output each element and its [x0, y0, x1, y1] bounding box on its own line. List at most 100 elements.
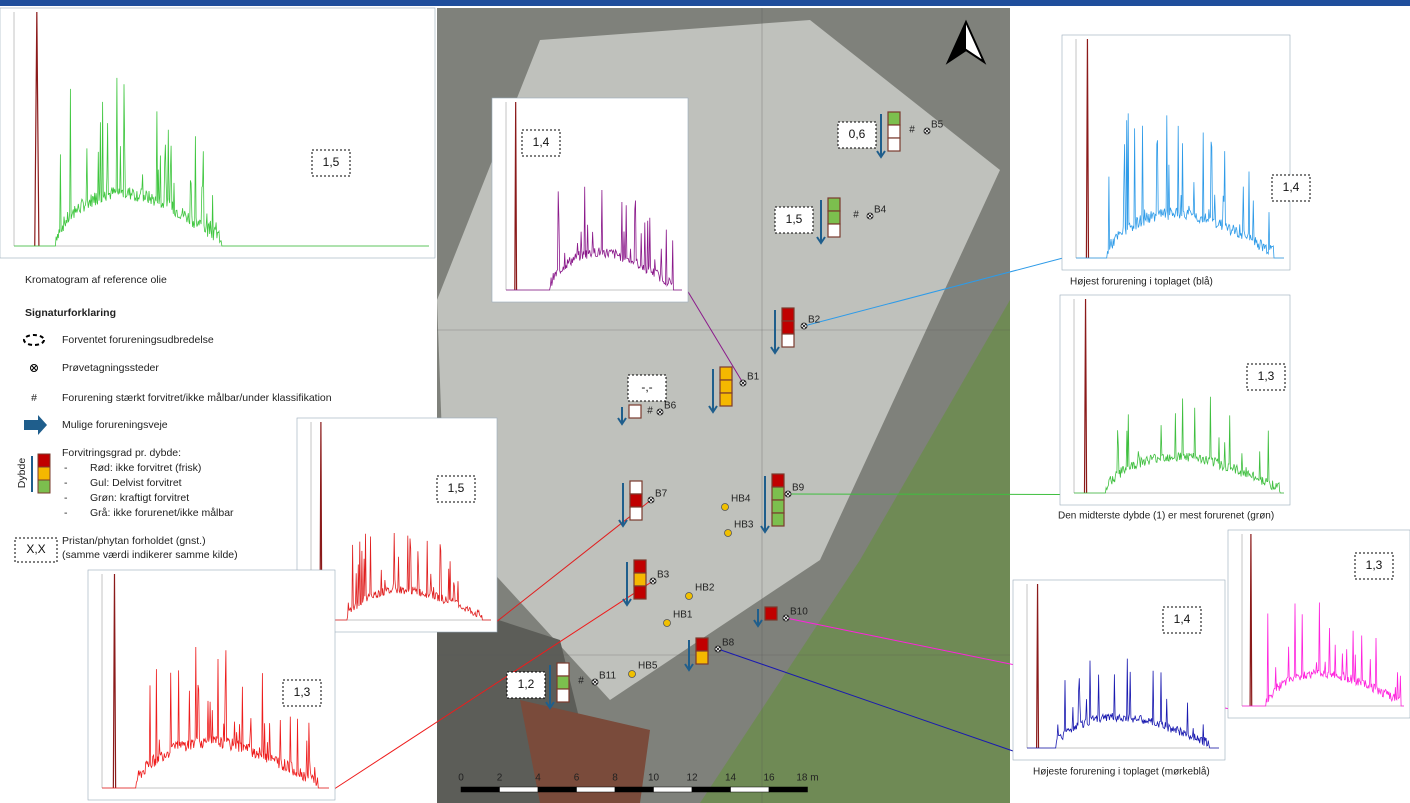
sample-point [801, 323, 807, 329]
scale-segment [769, 787, 808, 792]
depth-layer [634, 573, 646, 586]
reference-caption: Kromatogram af reference olie [25, 274, 167, 286]
scale-label: 6 [574, 773, 580, 784]
ratio-value: 1,4 [1174, 612, 1191, 626]
probe-symbol [686, 593, 693, 600]
depth-layer [720, 380, 732, 393]
scale-segment [461, 787, 500, 792]
sample-point [785, 491, 791, 497]
legend-bullet: - [64, 462, 68, 474]
sample-point [715, 646, 721, 652]
scale-segment [500, 787, 539, 792]
leader-line [788, 494, 1060, 495]
scale-segment [654, 787, 693, 792]
scale-segment [615, 787, 654, 792]
scale-label: 14 [725, 773, 737, 784]
depth-layer [630, 494, 642, 507]
probe-symbol [629, 671, 636, 678]
legend-ratio-text: Pristan/phytan forholdet (gnst.) [62, 535, 206, 547]
scale-segment [692, 787, 731, 792]
sample-label: B10 [790, 607, 808, 618]
legend-depth-item: Grøn: kraftigt forvitret [90, 492, 189, 504]
scale-segment [538, 787, 577, 792]
scale-label: 8 [612, 773, 618, 784]
scale-segment [577, 787, 616, 792]
legend-hash: # [31, 392, 37, 404]
probe-label: HB2 [695, 583, 715, 594]
sample-label: B7 [655, 489, 668, 500]
depth-layer [557, 689, 569, 702]
sample-point [867, 213, 873, 219]
hash-mark: # [578, 676, 584, 687]
chromatogram-panel [0, 8, 435, 258]
legend-depth-item: Rød: ikke forvitret (frisk) [90, 462, 201, 474]
chromatogram-caption: Højeste forurening i toplaget (mørkeblå) [1033, 766, 1210, 778]
depth-layer [765, 607, 777, 620]
legend-bullet: - [64, 492, 68, 504]
scale-label: 12 [686, 773, 698, 784]
depth-layer [557, 676, 569, 689]
chromatogram-caption: Den midterste dybde (1) er mest forurene… [1058, 511, 1274, 522]
ratio-value: 1,3 [1258, 369, 1275, 383]
legend-depth-item: Grå: ikke forurenet/ikke målbar [90, 507, 234, 519]
legend-item: Prøvetagningssteder [62, 362, 159, 374]
ratio-value: 1,4 [1283, 180, 1300, 194]
sample-point [592, 679, 598, 685]
hash-mark: # [647, 406, 653, 417]
legend-bullet: - [64, 477, 68, 489]
depth-layer [782, 308, 794, 321]
depth-layer [630, 481, 642, 494]
chromatogram-panel [492, 98, 688, 302]
depth-layer [772, 513, 784, 526]
depth-layer [828, 224, 840, 237]
depth-layer [696, 638, 708, 651]
depth-layer [634, 586, 646, 599]
depth-layer [782, 321, 794, 334]
ratio-value: 1,4 [533, 135, 550, 149]
ratio-value: 1,2 [518, 677, 535, 691]
scale-label: 10 [648, 773, 660, 784]
ratio-value: 1,5 [448, 481, 465, 495]
sample-point [740, 380, 746, 386]
sample-label: B9 [792, 483, 805, 494]
scale-label: 4 [535, 773, 541, 784]
sample-point [648, 497, 654, 503]
probe-label: HB4 [731, 494, 751, 505]
legend-symbols [15, 335, 57, 562]
ratio-value: 1,5 [786, 212, 803, 226]
scale-label: 0 [458, 773, 464, 784]
ratio-value: -,- [641, 380, 652, 394]
scale-label: 2 [497, 773, 503, 784]
depth-layer [696, 651, 708, 664]
depth-layer [782, 334, 794, 347]
ratio-value: 0,6 [849, 127, 866, 141]
sample-point [650, 578, 656, 584]
depth-layer [630, 507, 642, 520]
sample-point [783, 615, 789, 621]
sample-label: B4 [874, 205, 887, 216]
depth-layer [888, 125, 900, 138]
probe-label: HB5 [638, 661, 658, 672]
depth-layer [557, 663, 569, 676]
chromatogram-caption: Højest forurening i toplaget (blå) [1070, 276, 1213, 288]
ratio-value: 1,3 [294, 685, 311, 699]
sample-point [657, 409, 663, 415]
legend-ratio-text: (samme værdi indikerer samme kilde) [62, 549, 238, 561]
legend-depth-item: Gul: Delvist forvitret [90, 477, 182, 489]
probe-label: HB3 [734, 520, 754, 531]
top-bar [0, 0, 1410, 6]
legend-item: Forurening stærkt forvitret/ikke målbar/… [62, 392, 332, 404]
sample-label: B6 [664, 401, 677, 412]
ratio-value: 1,3 [1366, 558, 1383, 572]
depth-layer [720, 367, 732, 380]
legend-depth-title: Forvitringsgrad pr. dybde: [62, 447, 181, 459]
depth-layer [828, 198, 840, 211]
sample-label: B3 [657, 570, 670, 581]
depth-layer [888, 112, 900, 125]
scale-label: 16 [763, 773, 775, 784]
sample-label: B11 [599, 671, 616, 682]
depth-layer [634, 560, 646, 573]
figure: 1,5Kromatogram af reference olieSignatur… [0, 0, 1410, 803]
legend-item: Mulige forureningsveje [62, 419, 168, 431]
depth-layer [888, 138, 900, 151]
